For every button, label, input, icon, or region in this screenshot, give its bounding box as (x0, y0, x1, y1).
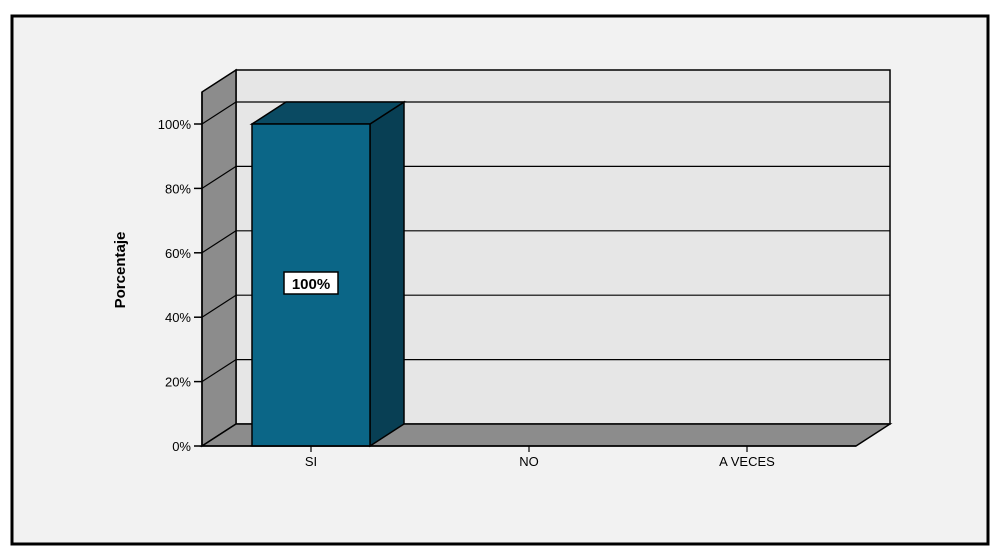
y-tick-label: 0% (172, 439, 191, 454)
bar-side (369, 100, 405, 448)
side-gridline (201, 230, 237, 254)
y-tick-label: 80% (165, 181, 191, 196)
bars: 100% (249, 100, 407, 448)
x-tick-label: SI (305, 454, 317, 469)
y-axis: 0% 20% 40% 60% 80% 100% (158, 92, 203, 454)
y-tick-label: 20% (165, 375, 191, 390)
y-tick-label: 100% (158, 117, 192, 132)
side-gridline (201, 359, 237, 383)
side-gridline (201, 294, 237, 318)
y-tick-label: 40% (165, 310, 191, 325)
x-tick-label: NO (519, 454, 539, 469)
side-gridline (201, 165, 237, 189)
side-wall (201, 68, 237, 448)
data-label: 100% (292, 276, 330, 293)
data-label-box (283, 271, 339, 295)
x-axis: SI NO A VECES (202, 445, 856, 469)
x-tick-label: A VECES (719, 454, 775, 469)
y-axis-label: Porcentaje (112, 232, 129, 309)
y-tick-label: 60% (165, 246, 191, 261)
side-gridline (201, 101, 237, 125)
bar-si: 100% (249, 100, 407, 448)
